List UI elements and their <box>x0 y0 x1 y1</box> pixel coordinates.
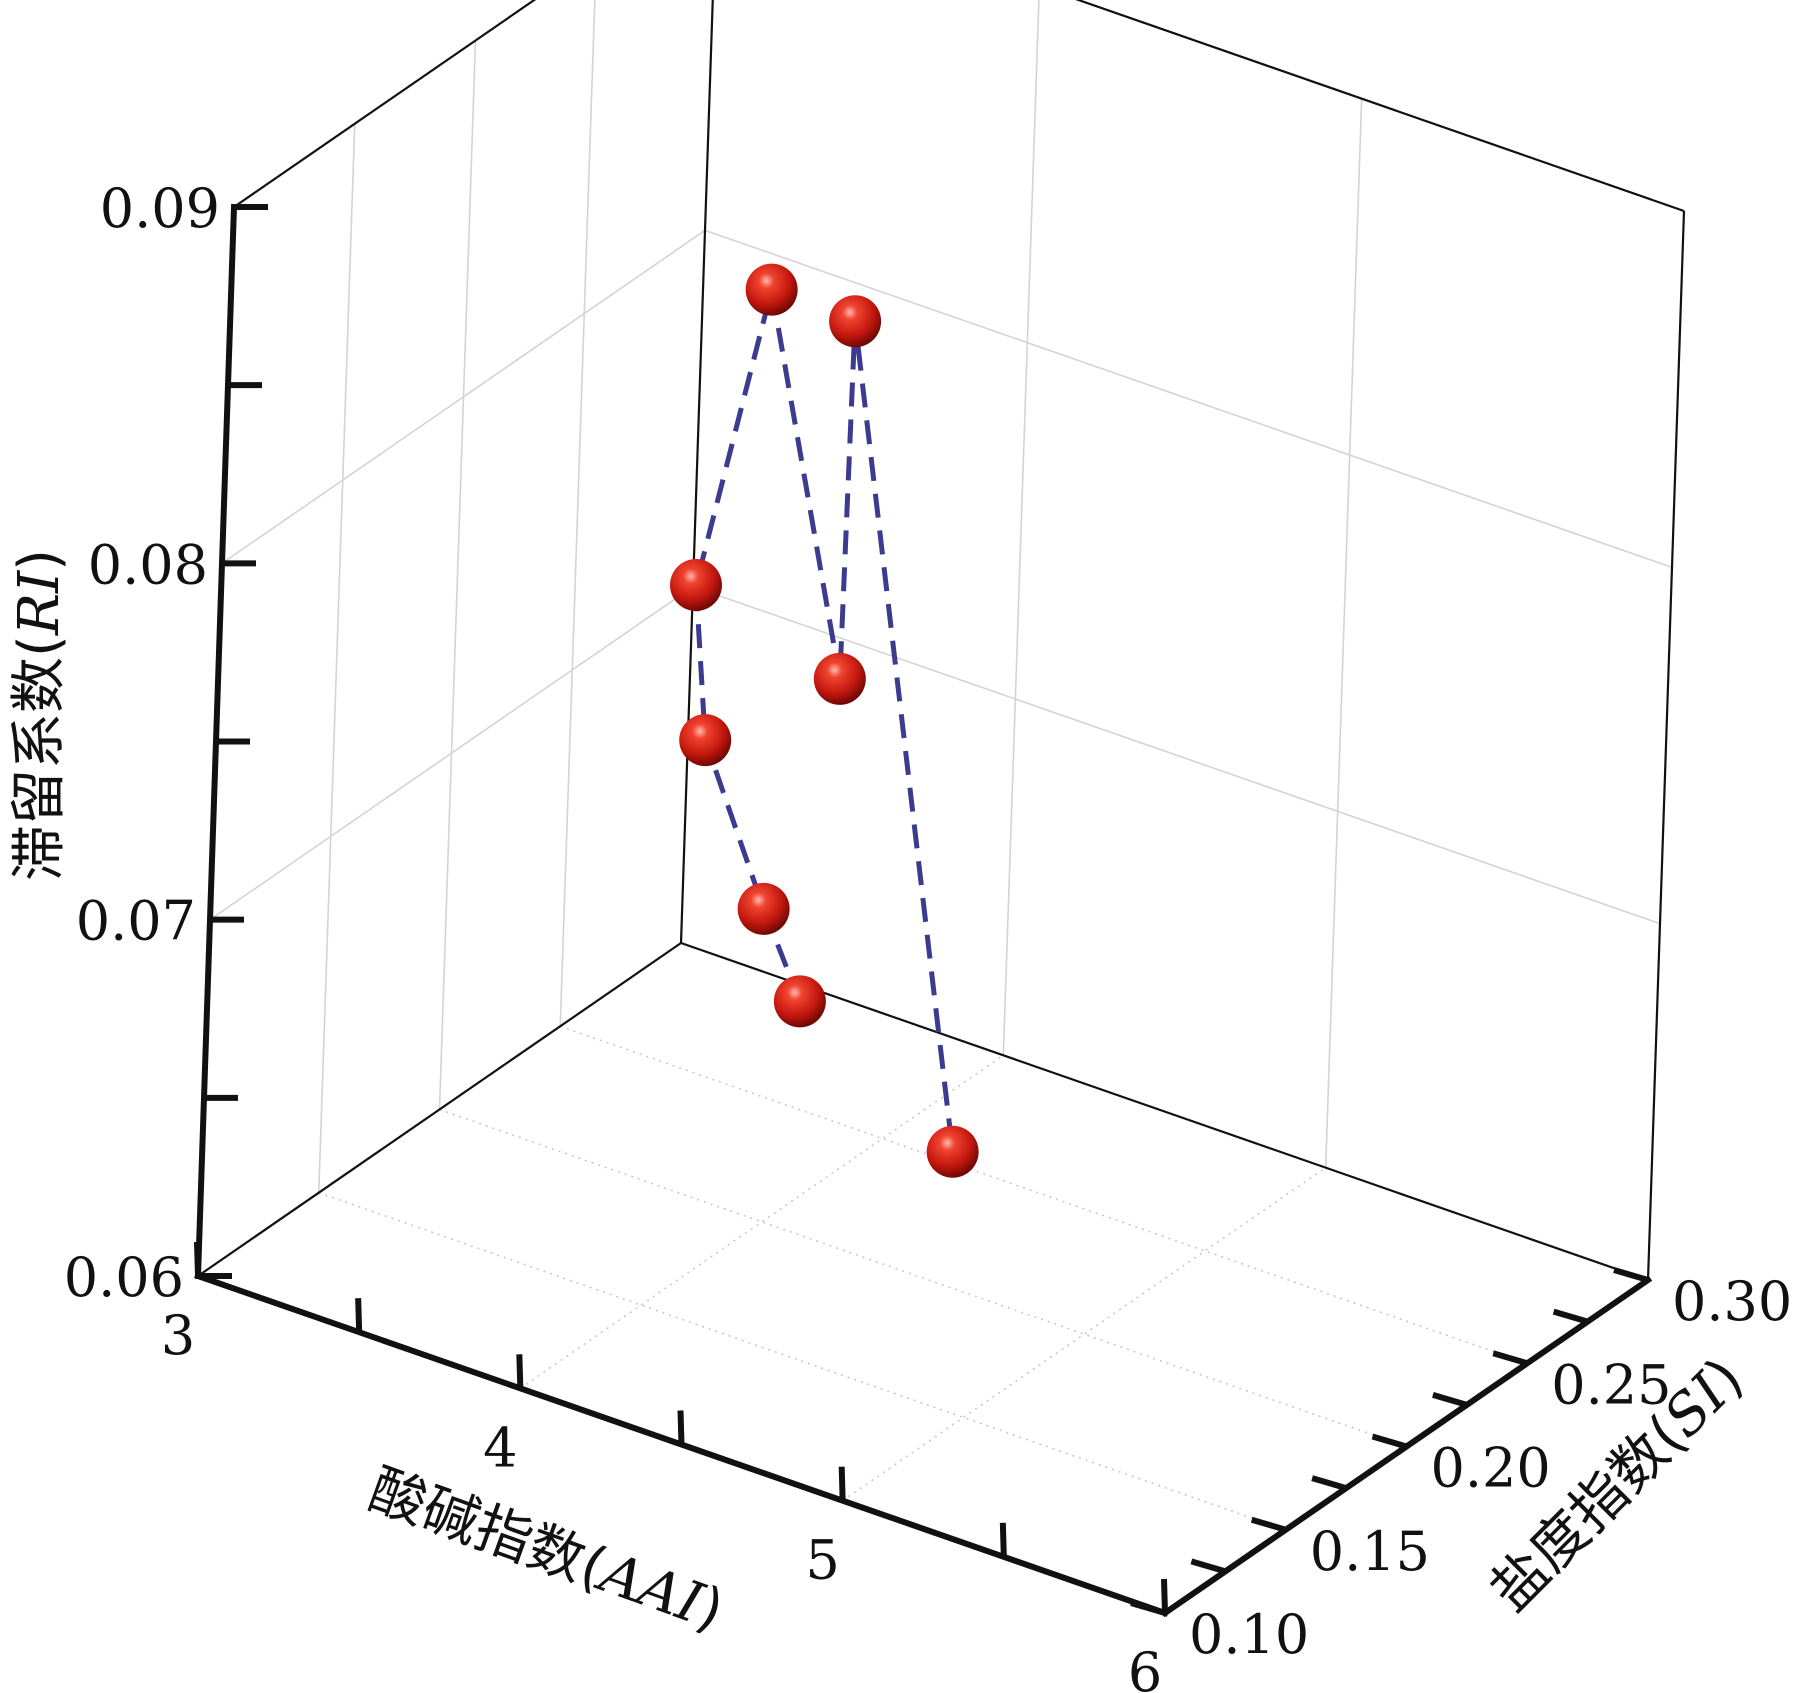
data-point <box>829 295 882 348</box>
side-wall-gridline <box>221 229 706 564</box>
x-axis-tick <box>677 1410 685 1445</box>
x-axis-title: 酸碱指数(AAI) <box>361 1457 732 1644</box>
back-wall-gridline <box>1324 98 1363 1168</box>
floor-gridline <box>439 1108 1407 1448</box>
x-axis-tick <box>355 1298 363 1333</box>
x-axis-tick <box>838 1466 846 1501</box>
floor-gridline <box>842 1167 1327 1502</box>
x-axis-tick <box>999 1522 1007 1557</box>
tick-labels: 3 4 5 6 0.100.150.200.250.30 0.06 0.07 0.08 0.09 <box>64 177 1792 1693</box>
z-tick-label: 0.07 <box>76 890 196 953</box>
z-axis-title: 滞留系数(RI) <box>7 549 72 881</box>
y-tick-label: 0.10 <box>1189 1603 1309 1666</box>
frame-edge <box>1075 0 1685 213</box>
z-tick-label: 0.06 <box>64 1246 184 1309</box>
x-axis-tick <box>1161 1578 1168 1614</box>
floor-gridline <box>318 1191 1287 1531</box>
data-point <box>737 882 790 935</box>
data-points <box>669 263 979 1178</box>
side-wall-gridline <box>317 123 356 1193</box>
side-wall-gridline <box>559 0 596 1027</box>
y-axis-tick <box>1250 1516 1287 1533</box>
data-point <box>745 263 798 316</box>
x-tick-label: 3 <box>161 1304 195 1367</box>
back-wall-gridline <box>692 585 1661 925</box>
data-point <box>669 559 722 612</box>
x-tick-label: 4 <box>483 1416 517 1479</box>
frame-edge <box>233 0 537 208</box>
y-axis-tick <box>1613 1267 1649 1283</box>
back-wall-gridline <box>1002 0 1040 1056</box>
data-point <box>926 1125 979 1178</box>
y-axis-tick <box>1130 1600 1166 1616</box>
x-tick-label: 5 <box>805 1529 839 1592</box>
side-wall-gridline <box>209 586 694 921</box>
back-wall-gridline <box>1076 0 1685 212</box>
gridlines <box>197 0 1685 1614</box>
data-point <box>773 975 826 1028</box>
frame-edge <box>680 941 1649 1282</box>
z-tick-label: 0.08 <box>88 533 208 596</box>
y-axis-tick <box>1371 1433 1408 1450</box>
data-point <box>813 652 866 705</box>
frame-edge <box>1646 210 1686 1281</box>
x-axis-tick <box>516 1354 524 1389</box>
y-axis-tick <box>1432 1391 1468 1408</box>
back-wall-gridline <box>704 229 1673 569</box>
y-axis-tick <box>1492 1350 1529 1367</box>
y-axis-tick <box>1190 1558 1227 1575</box>
series-line <box>693 289 956 1153</box>
y-tick-label: 0.30 <box>1672 1270 1792 1333</box>
y-tick-label: 0.25 <box>1551 1353 1671 1416</box>
frame-edge <box>197 942 682 1277</box>
y-tick-label: 0.15 <box>1310 1520 1430 1583</box>
floor-gridline <box>559 1025 1528 1365</box>
data-point <box>679 714 732 767</box>
floor-gridline <box>519 1054 1004 1389</box>
y-axis-tick <box>1552 1308 1589 1325</box>
series-lines <box>693 289 956 1153</box>
y-axis-tick <box>1311 1475 1347 1492</box>
frame-edge <box>679 0 714 944</box>
x-tick-label: 6 <box>1128 1641 1162 1693</box>
x-axis-tick <box>194 1241 201 1277</box>
side-wall-gridline <box>233 0 536 208</box>
y-tick-label: 0.20 <box>1431 1437 1551 1500</box>
side-wall-gridline <box>438 40 477 1110</box>
z-tick-label: 0.09 <box>100 177 220 240</box>
axes-frame <box>194 0 1686 1618</box>
